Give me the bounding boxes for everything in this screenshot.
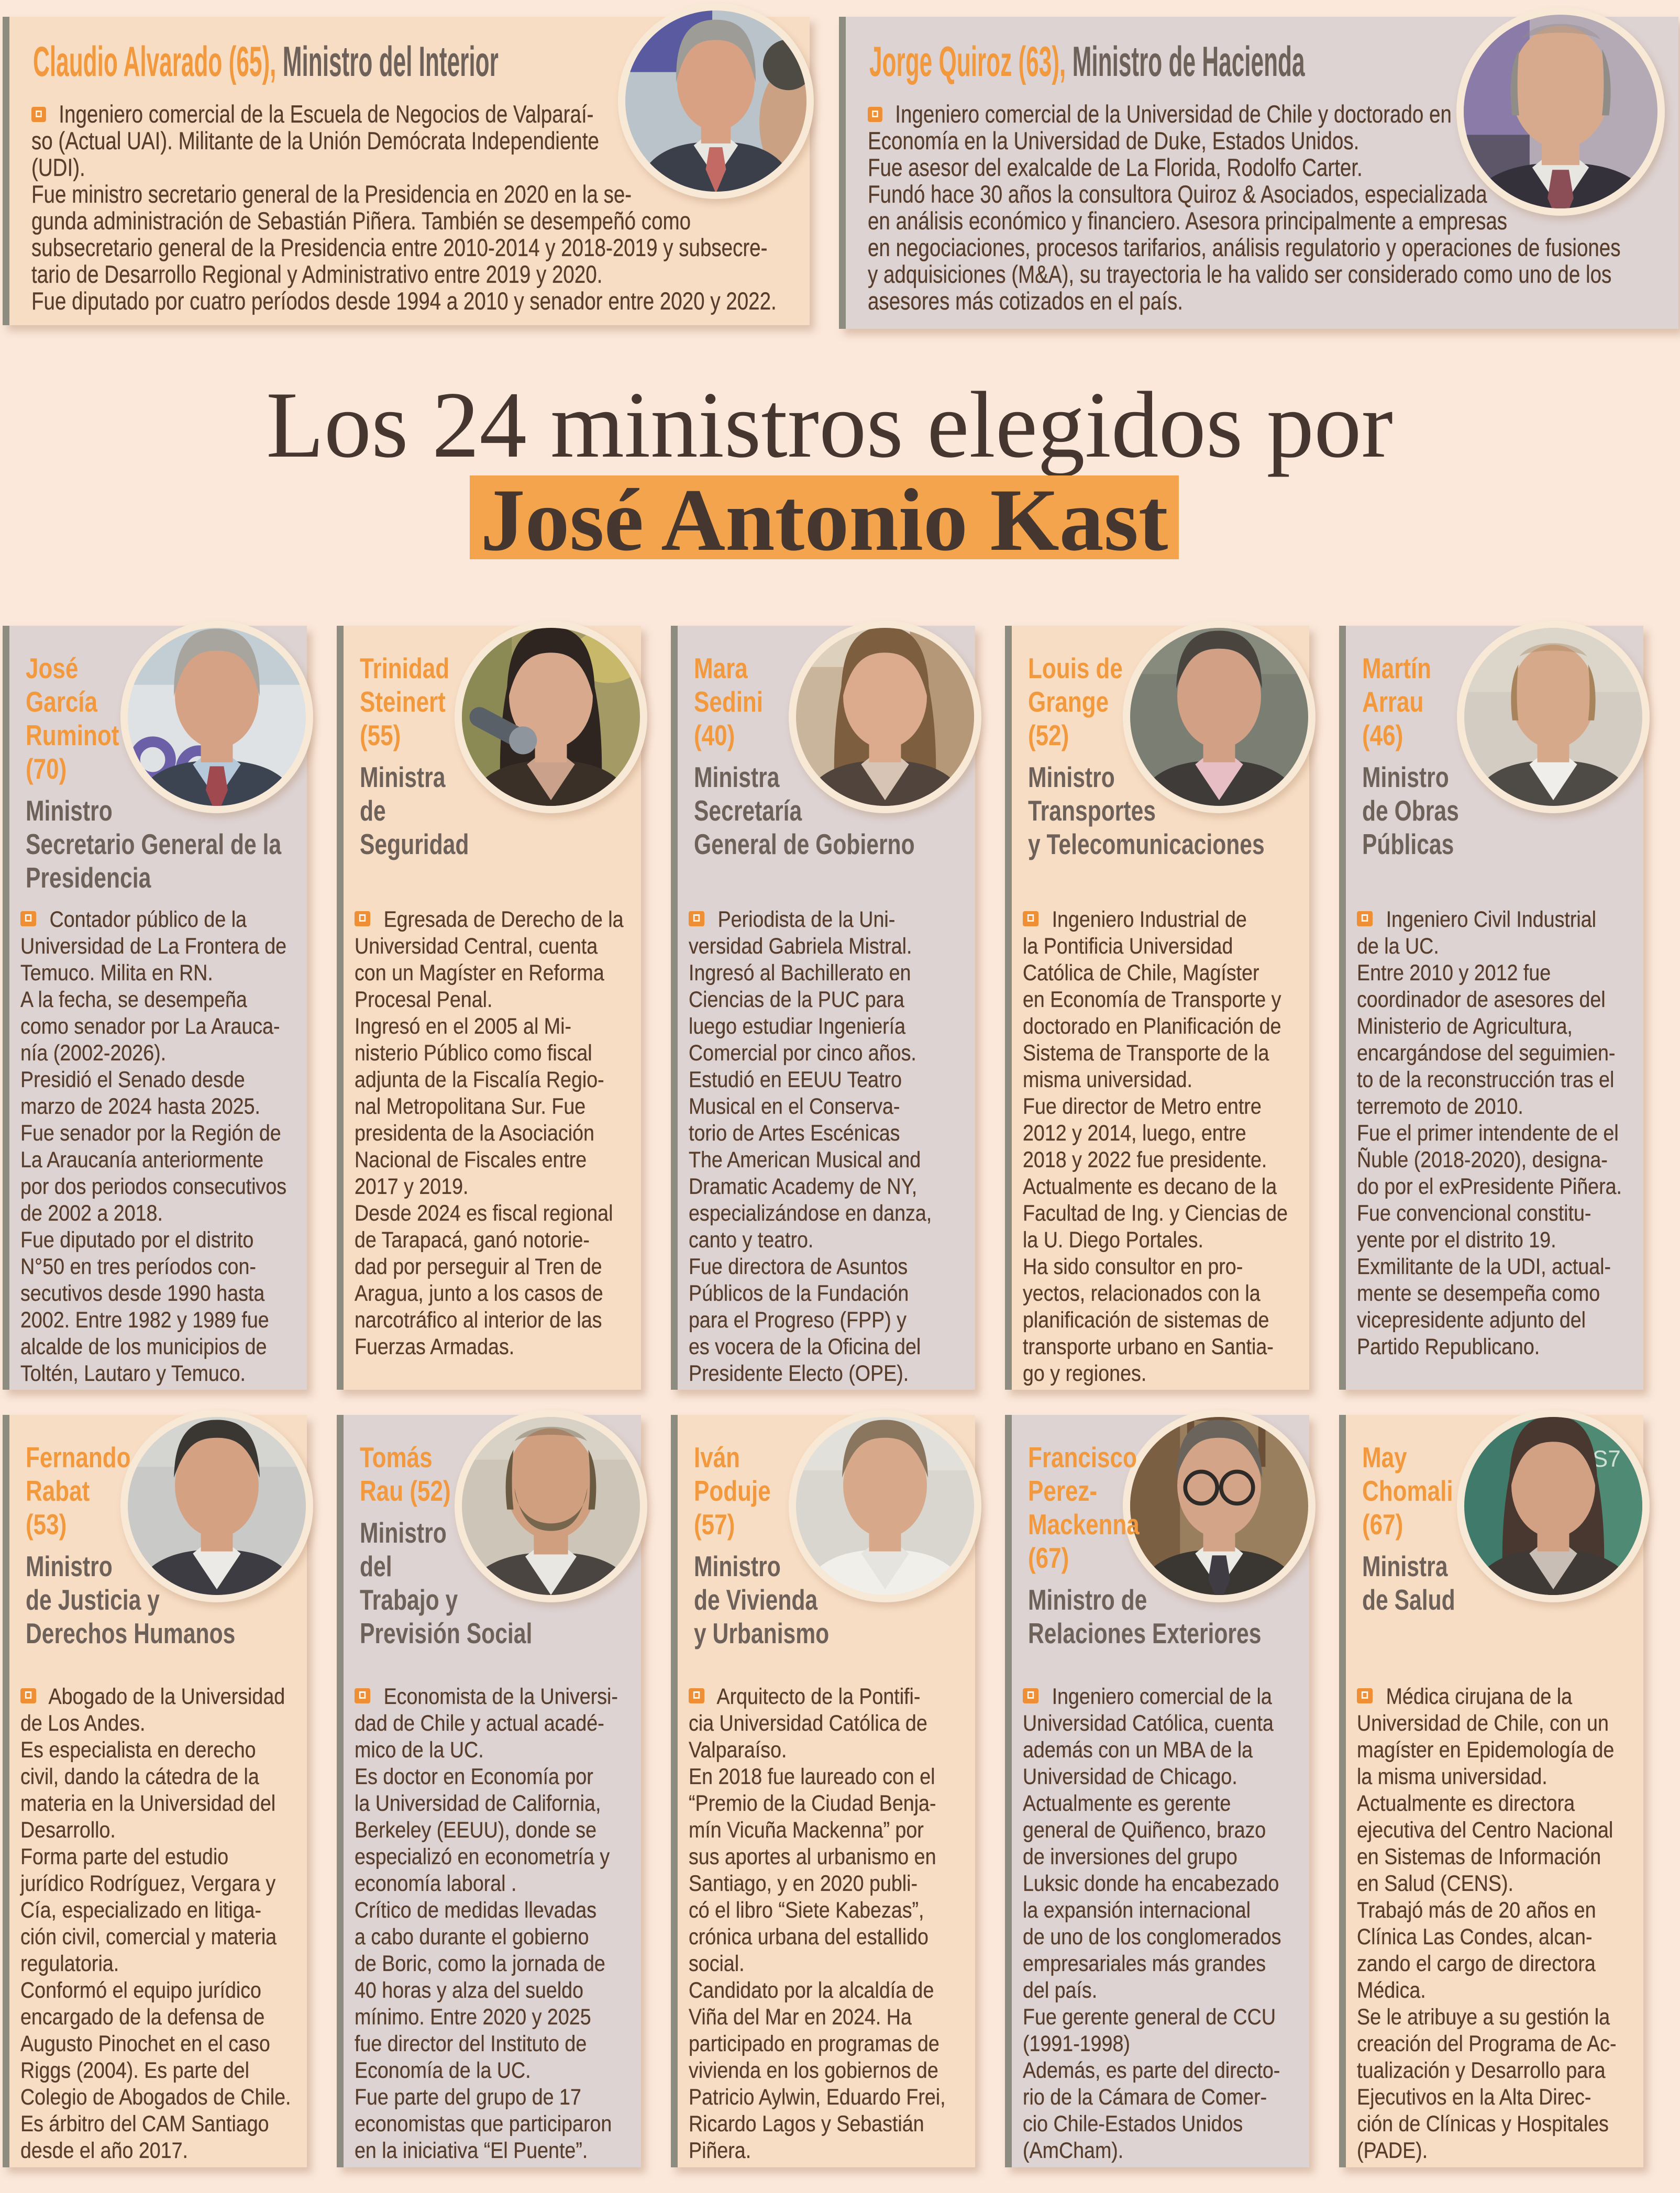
svg-text:S7: S7 — [1593, 1446, 1621, 1472]
